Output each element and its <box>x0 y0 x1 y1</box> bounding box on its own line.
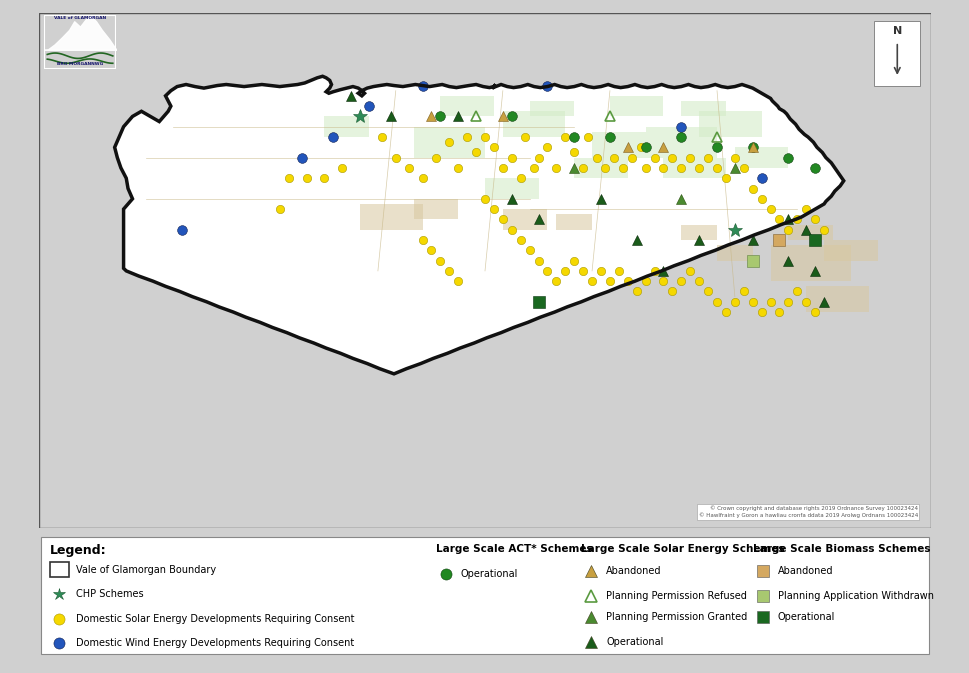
Bar <box>502 111 565 137</box>
Bar <box>574 157 627 178</box>
Text: Planning Permission Granted: Planning Permission Granted <box>606 612 747 623</box>
Bar <box>324 116 368 137</box>
Text: VALE of GLAMORGAN: VALE of GLAMORGAN <box>54 16 106 20</box>
Text: BRO MORGANNWG: BRO MORGANNWG <box>57 63 103 67</box>
Bar <box>610 96 663 116</box>
Text: Vale of Glamorgan Boundary: Vale of Glamorgan Boundary <box>77 565 216 575</box>
Bar <box>824 240 877 260</box>
Text: Large Scale Biomass Schemes: Large Scale Biomass Schemes <box>752 544 929 553</box>
Bar <box>529 101 574 116</box>
Text: Abandoned: Abandoned <box>606 567 661 576</box>
Text: Large Scale ACT* Schemes: Large Scale ACT* Schemes <box>435 544 592 553</box>
Polygon shape <box>114 76 843 374</box>
Bar <box>484 178 538 199</box>
Text: Operational: Operational <box>460 569 517 579</box>
Bar <box>873 21 920 85</box>
Bar <box>502 209 547 229</box>
Text: Operational: Operational <box>606 637 663 647</box>
Bar <box>769 245 850 281</box>
Bar <box>735 147 788 168</box>
Bar <box>680 101 725 116</box>
Bar <box>663 157 725 178</box>
Bar <box>359 204 422 229</box>
Bar <box>645 127 716 157</box>
Bar <box>413 199 457 219</box>
Text: Large Scale Solar Energy Schemes: Large Scale Solar Energy Schemes <box>580 544 784 553</box>
Text: Abandoned: Abandoned <box>777 567 832 576</box>
Bar <box>591 132 645 157</box>
Text: Planning Application Withdrawn: Planning Application Withdrawn <box>777 591 933 600</box>
Bar <box>556 214 591 229</box>
Bar <box>413 127 484 157</box>
Text: © Crown copyright and database rights 2019 Ordnance Survey 100023424
© Hawlfrain: © Crown copyright and database rights 20… <box>698 506 917 518</box>
Bar <box>788 225 832 240</box>
Text: Domestic Solar Energy Developments Requiring Consent: Domestic Solar Energy Developments Requi… <box>77 614 355 624</box>
Bar <box>699 111 761 137</box>
Bar <box>49 562 69 577</box>
Text: CHP Schemes: CHP Schemes <box>77 590 143 600</box>
Text: Planning Permission Refused: Planning Permission Refused <box>606 591 746 600</box>
Text: Legend:: Legend: <box>49 544 106 557</box>
Bar <box>440 96 493 116</box>
Text: Operational: Operational <box>777 612 834 623</box>
Bar <box>716 245 752 260</box>
Bar <box>805 286 868 312</box>
Bar <box>680 225 716 240</box>
Text: N: N <box>891 26 901 36</box>
Text: Domestic Wind Energy Developments Requiring Consent: Domestic Wind Energy Developments Requir… <box>77 638 354 648</box>
